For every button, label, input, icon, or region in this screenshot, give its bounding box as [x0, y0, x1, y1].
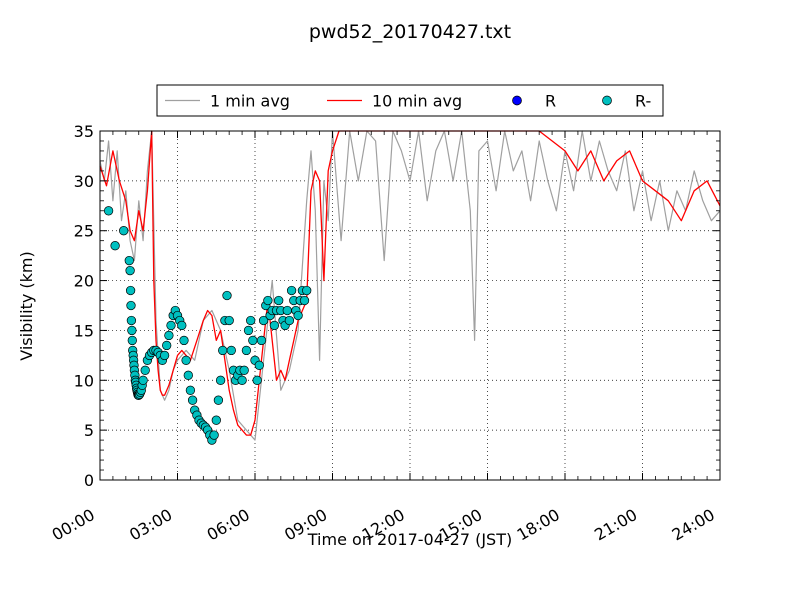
- data-point-R-minus: [211, 415, 221, 425]
- data-point-R-minus: [181, 355, 191, 365]
- data-point-R-minus: [252, 375, 262, 385]
- data-point-R-minus: [162, 340, 172, 351]
- legend-swatch-marker: [512, 95, 522, 106]
- legend-label: 1 min avg: [210, 92, 290, 111]
- data-point-R-minus: [293, 310, 303, 321]
- data-point-R-minus: [299, 295, 310, 306]
- data-point-R-minus: [258, 315, 269, 326]
- data-point-R-minus: [183, 370, 193, 380]
- data-point-R-minus: [246, 315, 256, 326]
- data-point-R-minus: [269, 320, 280, 331]
- data-point-R-minus: [213, 395, 224, 405]
- data-point-R-minus: [126, 315, 137, 326]
- y-tick-label: 25: [74, 222, 94, 241]
- data-point-R-minus: [284, 315, 295, 326]
- y-tick-label: 0: [84, 471, 94, 490]
- data-point-R-minus: [124, 255, 134, 266]
- y-tick-label: 5: [84, 421, 94, 440]
- data-point-R-minus: [125, 285, 136, 296]
- y-tick-label: 15: [74, 321, 94, 340]
- data-point-R-minus: [127, 335, 137, 346]
- data-point-R-minus: [159, 350, 170, 361]
- y-tick-label: 20: [74, 272, 94, 291]
- plot-frame: [99, 130, 721, 481]
- data-point-R-minus: [254, 360, 264, 370]
- data-point-R-minus: [248, 335, 258, 346]
- data-point-R-minus: [286, 285, 297, 296]
- data-point-R-minus: [166, 320, 176, 331]
- data-point-R-minus: [222, 290, 232, 301]
- data-point-R-minus: [226, 345, 236, 356]
- data-point-R-minus: [185, 385, 196, 395]
- x-tick-label: 24:00: [669, 505, 718, 545]
- data-point-R-minus: [224, 315, 234, 326]
- legend-label: R-: [635, 92, 651, 111]
- y-tick-label: 10: [74, 371, 94, 390]
- data-point-R-minus: [126, 300, 136, 311]
- data-point-R-minus: [256, 335, 267, 346]
- data-point-R-minus: [119, 226, 129, 236]
- legend-swatch-marker: [602, 95, 612, 106]
- y-tick-label: 35: [74, 122, 94, 141]
- x-tick-label: 03:00: [126, 505, 175, 545]
- data-point-R-minus: [237, 375, 247, 385]
- data-point-R-minus: [239, 365, 249, 375]
- data-point-R-minus: [110, 241, 120, 251]
- chart-title: pwd52_20170427.txt: [309, 21, 511, 43]
- legend: 1 min avg 10 min avg R R-: [156, 84, 664, 117]
- data-point-R-minus: [187, 395, 198, 405]
- data-point-R-minus: [282, 305, 292, 316]
- y-axis-label: Visibility (km): [17, 251, 36, 360]
- data-point-R-minus: [209, 430, 219, 440]
- y-tick-label: 30: [74, 172, 94, 191]
- data-point-R-minus: [138, 375, 148, 385]
- data-point-R-minus: [140, 365, 150, 375]
- data-point-R-minus: [243, 325, 254, 336]
- data-point-R-minus: [177, 320, 187, 331]
- legend-label: R: [545, 92, 556, 111]
- data-point-R-minus: [179, 335, 189, 346]
- series-layer: [99, 130, 721, 445]
- data-point-R-minus: [241, 345, 252, 356]
- data-point-R-minus: [302, 285, 312, 296]
- data-point-R-minus: [164, 330, 174, 341]
- x-tick-label: 06:00: [204, 505, 253, 545]
- grid: [100, 131, 720, 480]
- data-point-R-minus: [125, 265, 135, 276]
- x-axis-label: Time on 2017-04-27 (JST): [307, 530, 512, 549]
- data-point-R-minus: [274, 295, 284, 306]
- x-tick-label: 18:00: [514, 505, 563, 545]
- data-point-R-minus: [215, 375, 226, 385]
- legend-label: 10 min avg: [372, 92, 462, 111]
- data-point-R-minus: [103, 206, 114, 216]
- legend-box: [156, 84, 664, 117]
- data-point-R-minus: [263, 295, 273, 306]
- data-point-R-minus: [127, 325, 137, 336]
- x-tick-label: 00:00: [49, 505, 98, 545]
- x-tick-label: 21:00: [591, 505, 640, 545]
- data-point-R-minus: [218, 345, 228, 356]
